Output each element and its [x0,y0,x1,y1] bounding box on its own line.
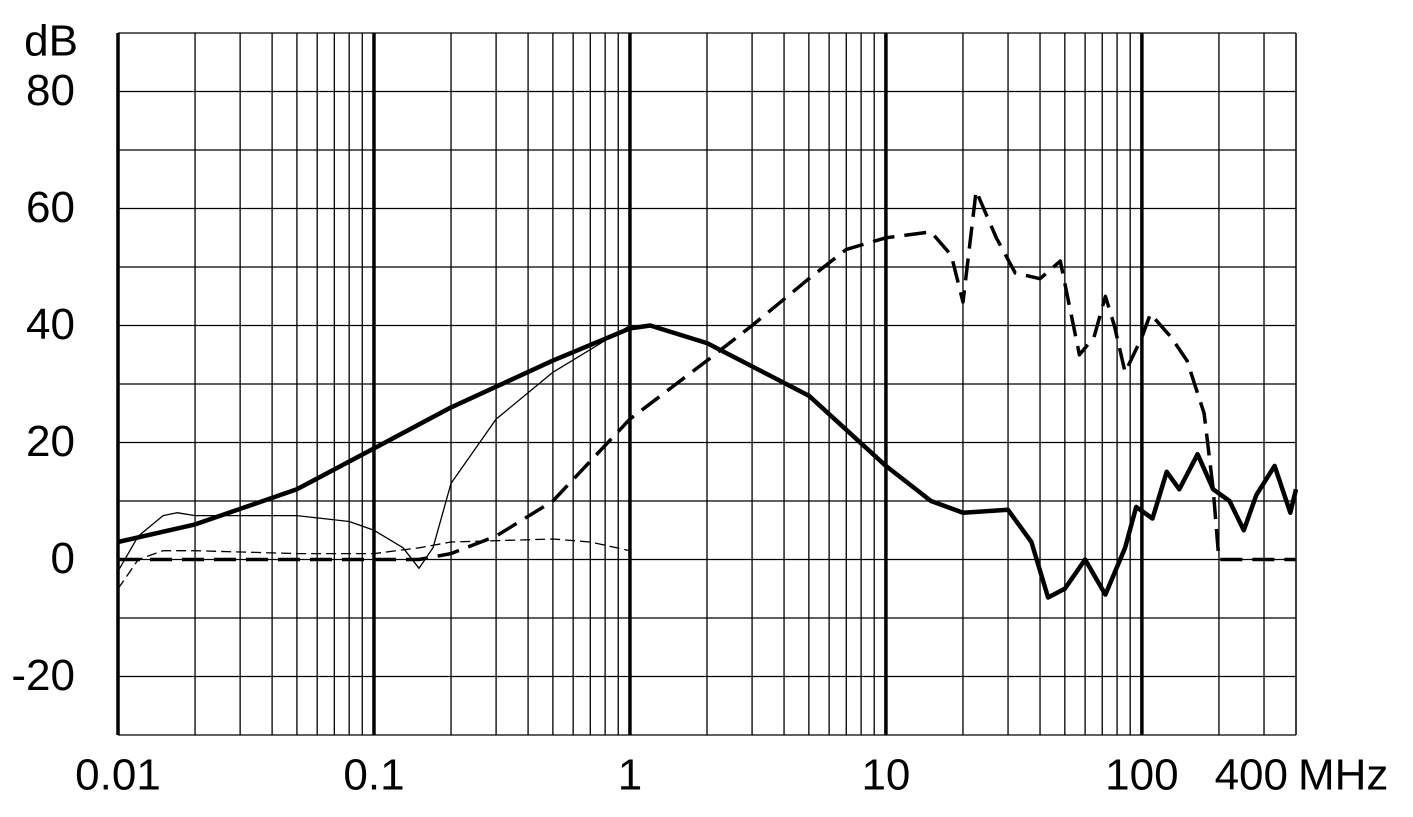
line [118,189,1296,562]
y-tick-label: 0 [51,534,75,583]
line [117,324,631,572]
y-tick-label: -20 [11,651,75,700]
x-unit: MHz [1298,751,1388,800]
x-tick-label: 10 [861,751,910,800]
x-tick-label: 100 [1105,751,1178,800]
x-tick-label: 400 [1215,751,1288,800]
y-tick-label: 20 [26,417,75,466]
line [117,323,1299,600]
y-tick-label: 80 [26,66,75,115]
x-tick-label: 1 [618,751,642,800]
x-tick-label: 0.01 [75,751,161,800]
y-unit: dB [24,17,78,66]
y-tick-label: 40 [26,300,75,349]
line [117,538,631,590]
x-tick-label: 0.1 [343,751,404,800]
y-tick-label: 60 [26,183,75,232]
